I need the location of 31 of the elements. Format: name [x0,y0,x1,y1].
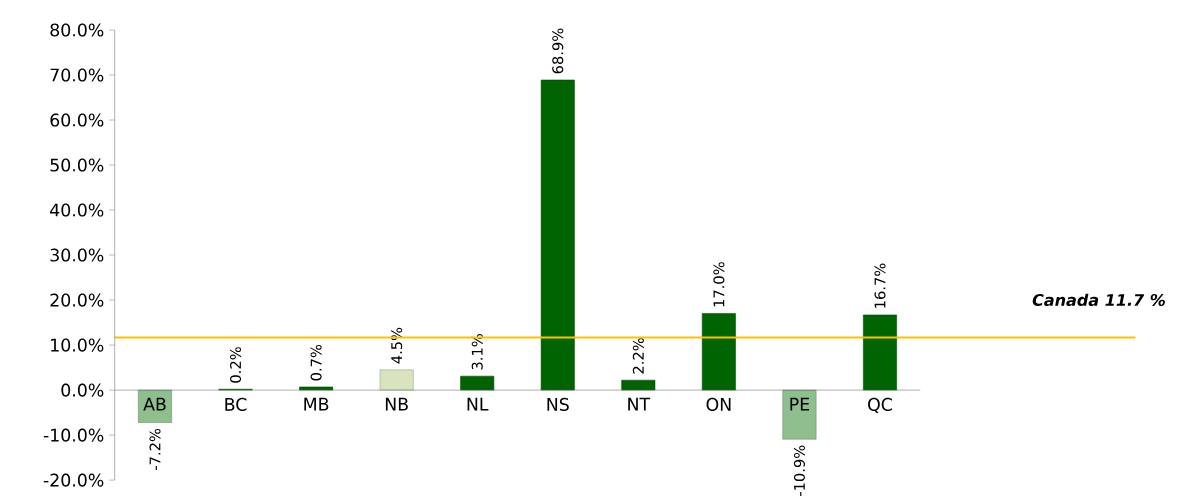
data-label: 68.9% [552,28,564,74]
data-label: 4.5% [391,327,403,364]
y-tick-label: -20.0% [43,473,104,487]
x-tick-label: BC [225,397,247,411]
y-tick-label: 50.0% [50,158,104,172]
y-tick-label: -10.0% [43,428,104,442]
data-label: 0.7% [310,344,322,381]
y-tick-label: 70.0% [50,68,104,82]
x-tick-label: PE [790,397,810,411]
x-tick-label: ON [706,397,731,411]
x-tick-label: NT [628,397,651,411]
y-tick-label: 30.0% [50,248,104,262]
data-label: 0.2% [230,347,242,383]
y-tick-label: 0.0% [61,383,104,397]
data-label: 16.7% [874,263,886,308]
y-tick-label: 20.0% [50,293,104,307]
x-tick-label: NB [385,397,408,411]
y-tick-label: 40.0% [50,203,104,217]
data-label: -7.2% [149,428,161,470]
y-tick-label: 80.0% [50,23,104,37]
data-label: 17.0% [713,262,725,307]
x-tick-label: NL [467,397,489,411]
x-tick-label: AB [143,397,166,411]
data-label: -10.9% [793,445,805,496]
ref-line-label: Canada 11.7 % [1032,293,1165,306]
y-tick-label: 10.0% [51,338,104,352]
x-tick-label: MB [304,397,329,411]
x-tick-label: NS [547,397,569,411]
y-tick-label: 60.0% [50,113,104,127]
data-label: 2.2% [632,338,644,374]
x-tick-label: QC [868,397,892,413]
